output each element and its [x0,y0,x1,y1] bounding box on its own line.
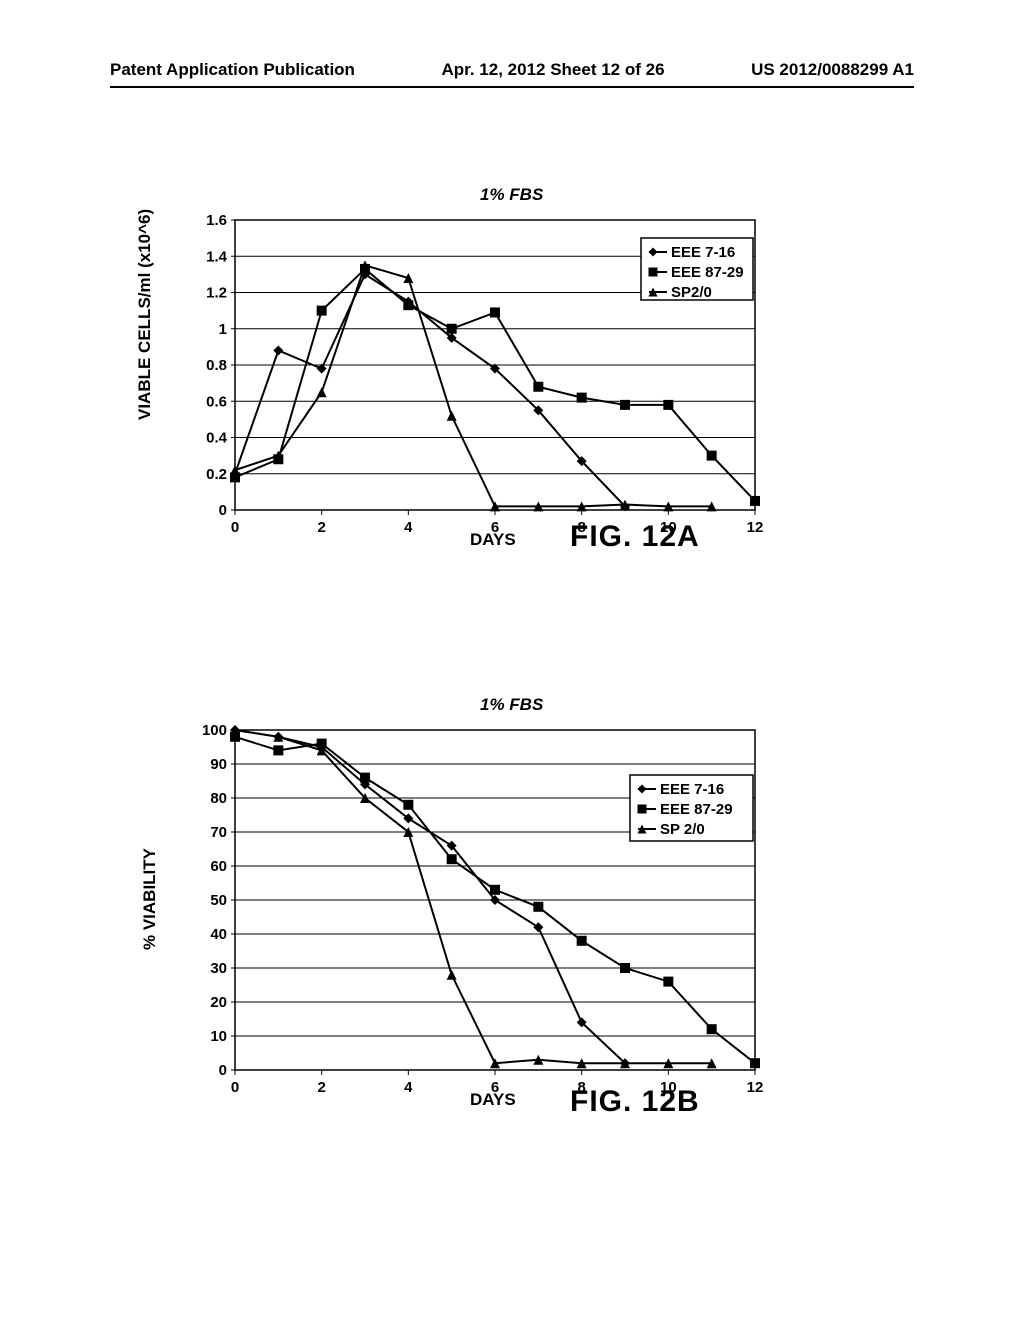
header-right: US 2012/0088299 A1 [751,60,914,80]
chart-fig12a: 1% FBS VIABLE CELLS/ml (x10^6) 00.20.40.… [180,210,780,555]
svg-text:12: 12 [747,519,764,536]
svg-text:90: 90 [210,756,227,773]
svg-text:4: 4 [404,1079,413,1096]
chart-a-ylabel: VIABLE CELLS/ml (x10^6) [135,310,155,420]
svg-text:SP2/0: SP2/0 [671,284,712,301]
header-rule [110,86,914,88]
svg-text:0.6: 0.6 [206,393,227,410]
svg-text:10: 10 [210,1028,227,1045]
svg-text:80: 80 [210,790,227,807]
chart-a-title: 1% FBS [480,185,543,205]
svg-text:20: 20 [210,994,227,1011]
svg-text:4: 4 [404,519,413,536]
svg-text:0: 0 [231,1079,239,1096]
chart-a-xlabel: DAYS [470,530,516,550]
svg-text:0.2: 0.2 [206,466,227,483]
svg-text:12: 12 [747,1079,764,1096]
chart-b-svg: 0102030405060708090100024681012EEE 7-16E… [180,720,780,1110]
svg-text:60: 60 [210,858,227,875]
page: Patent Application Publication Apr. 12, … [0,0,1024,1320]
chart-b-xlabel: DAYS [470,1090,516,1110]
svg-text:EEE 7-16: EEE 7-16 [660,781,724,798]
chart-b-title: 1% FBS [480,695,543,715]
chart-b-ylabel: % VIABILITY [140,850,160,950]
svg-text:50: 50 [210,892,227,909]
svg-text:2: 2 [317,1079,325,1096]
svg-text:30: 30 [210,960,227,977]
header-center: Apr. 12, 2012 Sheet 12 of 26 [442,60,665,80]
svg-text:0: 0 [219,502,227,519]
svg-text:0.8: 0.8 [206,357,227,374]
svg-text:SP 2/0: SP 2/0 [660,821,705,838]
svg-text:1.6: 1.6 [206,212,227,229]
svg-text:0: 0 [219,1062,227,1079]
chart-b-figlabel: FIG. 12B [570,1085,700,1119]
header-left: Patent Application Publication [110,60,355,80]
svg-text:70: 70 [210,824,227,841]
chart-fig12b: 1% FBS % VIABILITY 010203040506070809010… [180,720,780,1115]
svg-text:40: 40 [210,926,227,943]
svg-text:EEE 87-29: EEE 87-29 [660,801,733,818]
svg-text:100: 100 [202,722,227,739]
svg-text:EEE 7-16: EEE 7-16 [671,244,735,261]
svg-text:1: 1 [219,321,227,338]
svg-text:1.4: 1.4 [206,248,228,265]
svg-text:2: 2 [317,519,325,536]
svg-text:EEE 87-29: EEE 87-29 [671,264,744,281]
chart-a-svg: 00.20.40.60.811.21.41.6024681012EEE 7-16… [180,210,780,550]
svg-text:1.2: 1.2 [206,285,227,302]
svg-text:0.4: 0.4 [206,430,228,447]
chart-a-figlabel: FIG. 12A [570,520,700,554]
svg-text:0: 0 [231,519,239,536]
page-header: Patent Application Publication Apr. 12, … [0,60,1024,80]
